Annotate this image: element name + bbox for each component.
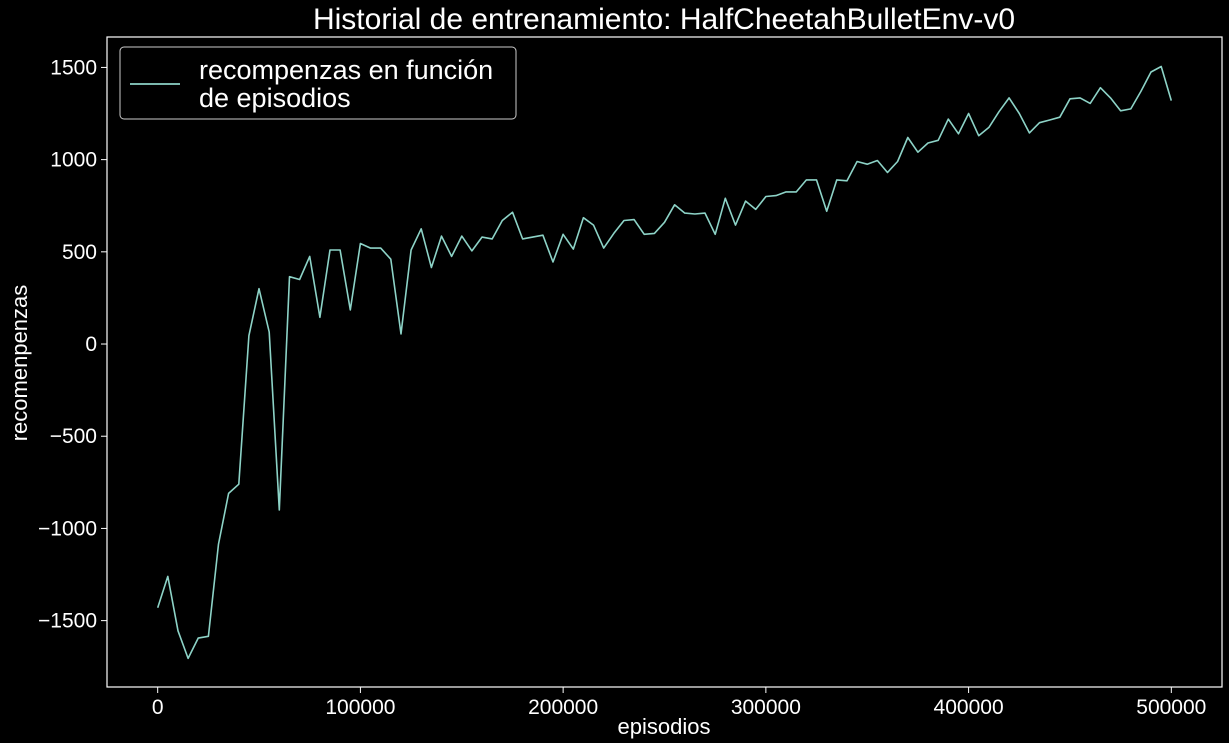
x-tick-label: 500000 — [1136, 696, 1206, 719]
y-tick-label: 0 — [85, 333, 97, 356]
x-tick-label: 400000 — [934, 696, 1004, 719]
x-tick-label: 200000 — [528, 696, 598, 719]
y-axis-label: recomenpenzas — [7, 285, 32, 442]
x-axis-ticks: 0 100000 200000 300000 400000 500000 — [152, 687, 1206, 719]
legend-entry-line-1: recompenzas en función — [199, 55, 493, 85]
y-tick-label: −1000 — [38, 517, 97, 540]
series-line-rewards — [156, 65, 1173, 660]
y-tick-label: −500 — [50, 425, 97, 448]
x-tick-label: 100000 — [325, 696, 395, 719]
y-tick-label: 1000 — [50, 149, 97, 172]
y-tick-label: −1500 — [38, 610, 97, 633]
x-tick-label: 300000 — [731, 696, 801, 719]
x-axis-label: episodios — [618, 714, 711, 739]
y-tick-label: 500 — [62, 241, 97, 264]
legend: recompenzas en función de episodios — [119, 46, 517, 120]
chart-title: Historial de entrenamiento: HalfCheetahB… — [313, 3, 1015, 36]
y-axis-ticks: −1500 −1000 −500 0 500 1000 1500 — [38, 56, 107, 633]
legend-box — [119, 46, 517, 120]
plot-area — [106, 36, 1223, 688]
x-tick-label: 0 — [152, 696, 164, 719]
y-tick-label: 1500 — [50, 56, 97, 79]
axes-frame — [106, 36, 1223, 688]
legend-entry-line-2: de episodios — [199, 83, 351, 113]
